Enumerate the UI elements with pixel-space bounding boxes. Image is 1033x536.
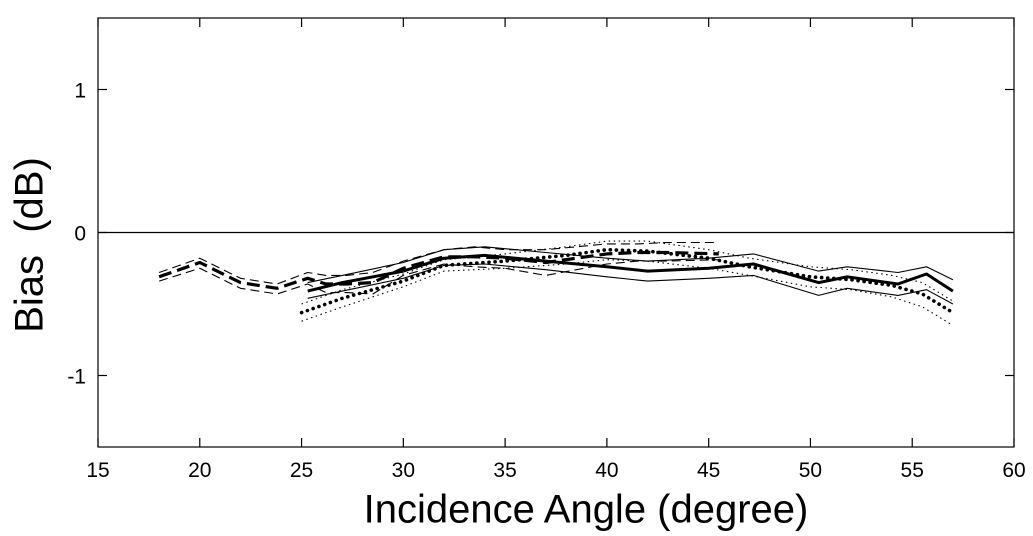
y-tick-label: 1 — [74, 80, 86, 103]
y-tick-label: -1 — [67, 366, 86, 389]
x-tick-label: 60 — [1002, 459, 1025, 482]
x-tick-label: 35 — [493, 459, 516, 482]
tick-labels: 15 20 25 30 35 40 45 50 55 60 1 0 -1 — [67, 80, 1025, 483]
series-line-4 — [301, 240, 954, 305]
x-tick-label: 45 — [697, 459, 720, 482]
x-tick-label: 25 — [290, 459, 313, 482]
x-tick-label: 20 — [188, 459, 211, 482]
series-line-9 — [307, 253, 954, 293]
series-line-2 — [158, 259, 719, 295]
series-layer — [158, 240, 955, 326]
series-line-3 — [158, 250, 719, 290]
series-line-1 — [158, 241, 719, 285]
x-axis-label: Incidence Angle (degree) — [363, 487, 809, 532]
x-tick-label: 15 — [86, 459, 109, 482]
x-tick-label: 55 — [901, 459, 924, 482]
x-tick-label: 40 — [595, 459, 618, 482]
series-line-8 — [307, 263, 954, 305]
series-line-6 — [299, 247, 955, 315]
series-line-7 — [307, 246, 954, 284]
x-tick-label: 30 — [392, 459, 415, 482]
x-tick-label: 50 — [799, 459, 822, 482]
y-axis-label: Bias (dB) — [7, 157, 52, 333]
y-tick-label: 0 — [74, 223, 86, 246]
